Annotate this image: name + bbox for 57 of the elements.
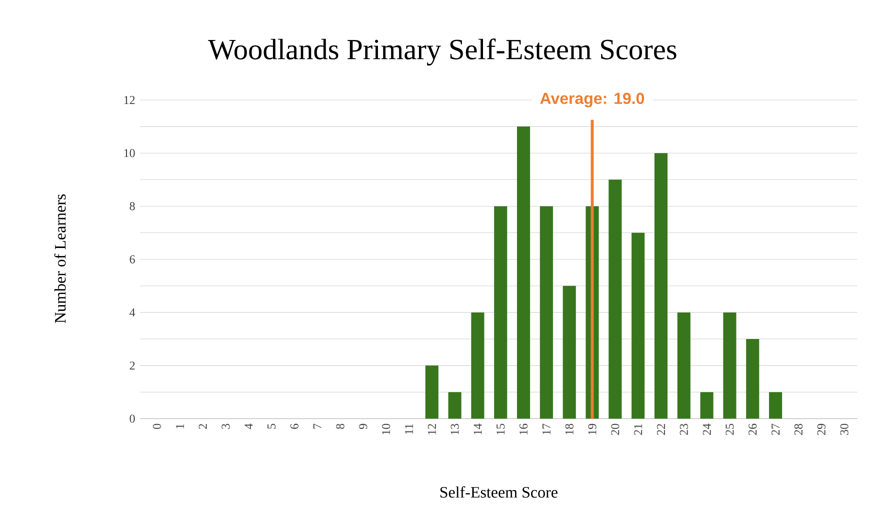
x-tick-label: 11	[405, 424, 413, 434]
bar	[677, 312, 690, 419]
x-axis-title: Self-Esteem Score	[440, 486, 558, 498]
bar	[425, 366, 438, 419]
x-tick-label: 24	[702, 424, 711, 435]
bar	[723, 312, 736, 419]
x-tick-label: 4	[244, 424, 253, 430]
bar	[654, 153, 668, 419]
x-tick-label: 19	[588, 424, 596, 434]
x-tick-label: 14	[474, 424, 482, 434]
y-axis-title: Number of Learners	[54, 194, 66, 324]
x-tick-label: 23	[680, 424, 688, 435]
bar	[700, 392, 714, 419]
x-tick-label: 30	[840, 424, 848, 435]
x-tick-label: 22	[657, 424, 665, 435]
x-tick-label: 17	[542, 424, 550, 434]
x-tick-label: 0	[152, 424, 162, 429]
bar	[471, 312, 484, 419]
x-tick-label: 3	[222, 424, 230, 429]
x-tick-label: 29	[817, 424, 826, 435]
chart-title: Woodlands Primary Self-Esteem Scores	[208, 38, 676, 66]
x-tick-label: 21	[634, 424, 642, 435]
x-tick-label: 9	[359, 424, 368, 429]
bar	[448, 392, 462, 419]
bar	[517, 126, 530, 419]
y-tick-label: 8	[130, 202, 135, 210]
x-tick-label: 26	[748, 424, 757, 435]
x-tick-label: 16	[519, 424, 528, 434]
x-tick-label: 25	[726, 424, 734, 435]
bar	[562, 286, 576, 419]
x-tick-label: 5	[268, 424, 276, 429]
bar	[769, 392, 782, 419]
y-tick-label: 0	[130, 414, 135, 423]
y-tick-label: 12	[124, 96, 135, 104]
x-tick-label: 27	[772, 424, 780, 435]
x-tick-label: 10	[382, 424, 390, 434]
x-tick-label: 28	[794, 424, 803, 435]
x-tick-label: 7	[313, 424, 322, 429]
y-tick-label: 4	[130, 308, 136, 316]
x-tick-label: 18	[565, 424, 574, 434]
x-tick-label: 15	[496, 424, 505, 434]
bar	[632, 232, 645, 419]
y-tick-label: 10	[124, 149, 135, 158]
x-tick-label: 6	[290, 424, 298, 429]
x-tick-label: 12	[428, 424, 436, 434]
ref-line-label: Average: 19.0	[540, 92, 644, 108]
x-tick-label: 13	[450, 424, 459, 434]
x-tick-label: 1	[176, 424, 184, 428]
bar	[494, 206, 508, 419]
x-tick-label: 20	[611, 424, 620, 435]
bar	[608, 180, 622, 419]
x-tick-label: 8	[336, 424, 344, 429]
bar	[746, 339, 760, 419]
bar	[540, 206, 553, 419]
y-tick-label: 6	[130, 255, 135, 264]
y-tick-label: 2	[130, 362, 135, 370]
x-tick-label: 2	[198, 424, 207, 429]
